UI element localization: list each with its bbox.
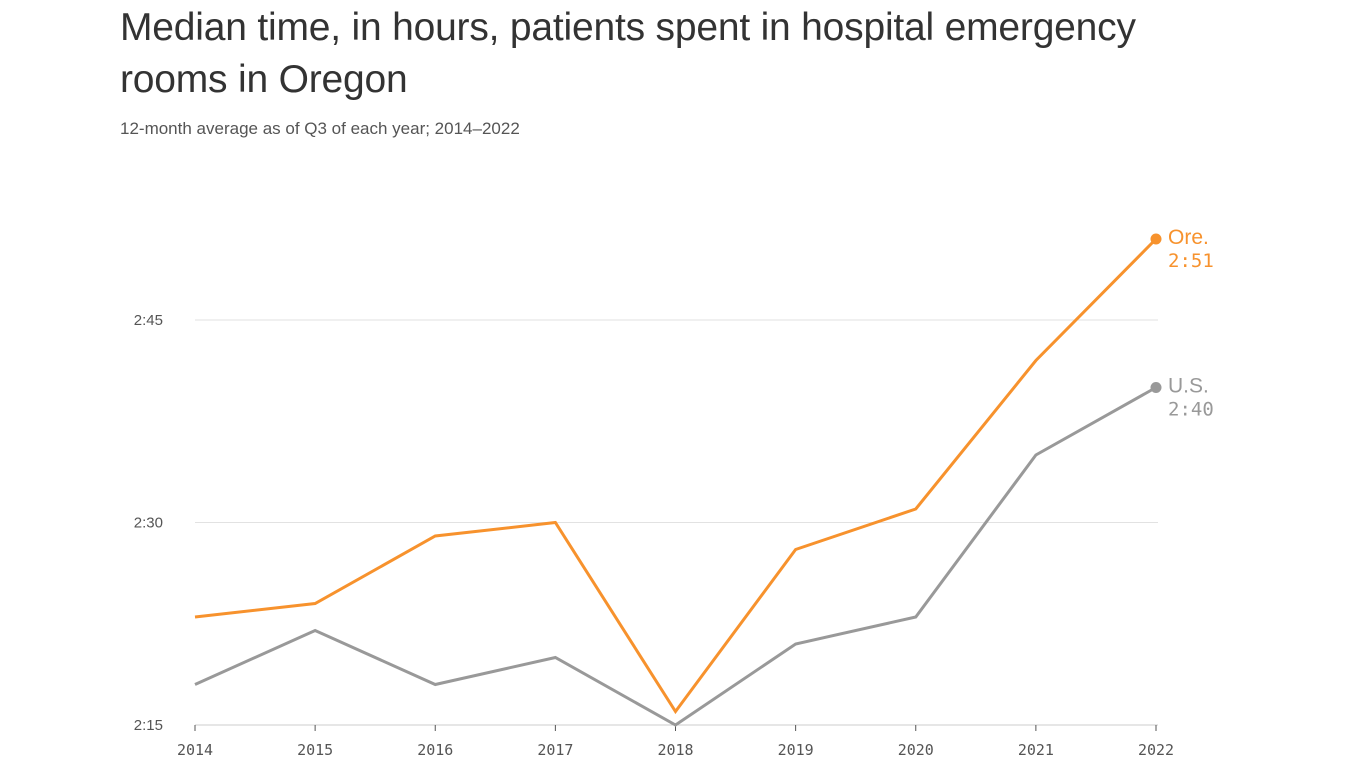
- series-endpoint-us: [1150, 382, 1162, 393]
- series-endpoint-ore: [1150, 233, 1162, 245]
- x-tick-label-2017: 2017: [537, 741, 573, 759]
- series-label-ore: Ore.: [1168, 226, 1209, 249]
- x-tick-label-2015: 2015: [297, 741, 333, 759]
- y-tick-label-2-45: 2:45: [134, 312, 163, 329]
- label-layer: U.S.2:40 Ore.2:51: [1168, 226, 1214, 421]
- x-tick-label-2021: 2021: [1018, 741, 1054, 759]
- y-tick-label-2-30: 2:30: [134, 515, 163, 532]
- series-line-ore: [194, 237, 1158, 715]
- grid-layer: [195, 319, 1158, 726]
- series-value-ore: 2:51: [1168, 250, 1214, 272]
- x-tick-label-2016: 2016: [417, 741, 453, 759]
- x-tick-label-2014: 2014: [177, 741, 213, 759]
- series-label-us: U.S.: [1168, 375, 1209, 398]
- series-layer: [194, 233, 1162, 727]
- x-tick-label-2022: 2022: [1138, 741, 1174, 759]
- chart-title: Median time, in hours, patients spent in…: [120, 6, 1136, 101]
- x-tick-label-2018: 2018: [657, 741, 693, 759]
- series-line-us: [194, 386, 1157, 727]
- x-tick-label-2020: 2020: [898, 741, 934, 759]
- axis-layer: 2:15 2:30 2:45 2014 2015 2016 2017 2018 2019 2020…: [134, 312, 1174, 759]
- chart-subtitle: 12-month average as of Q3 of each year; …: [120, 119, 520, 138]
- x-tick-label-2019: 2019: [778, 741, 814, 759]
- y-tick-label-2-15: 2:15: [134, 717, 163, 734]
- series-value-us: 2:40: [1168, 399, 1214, 421]
